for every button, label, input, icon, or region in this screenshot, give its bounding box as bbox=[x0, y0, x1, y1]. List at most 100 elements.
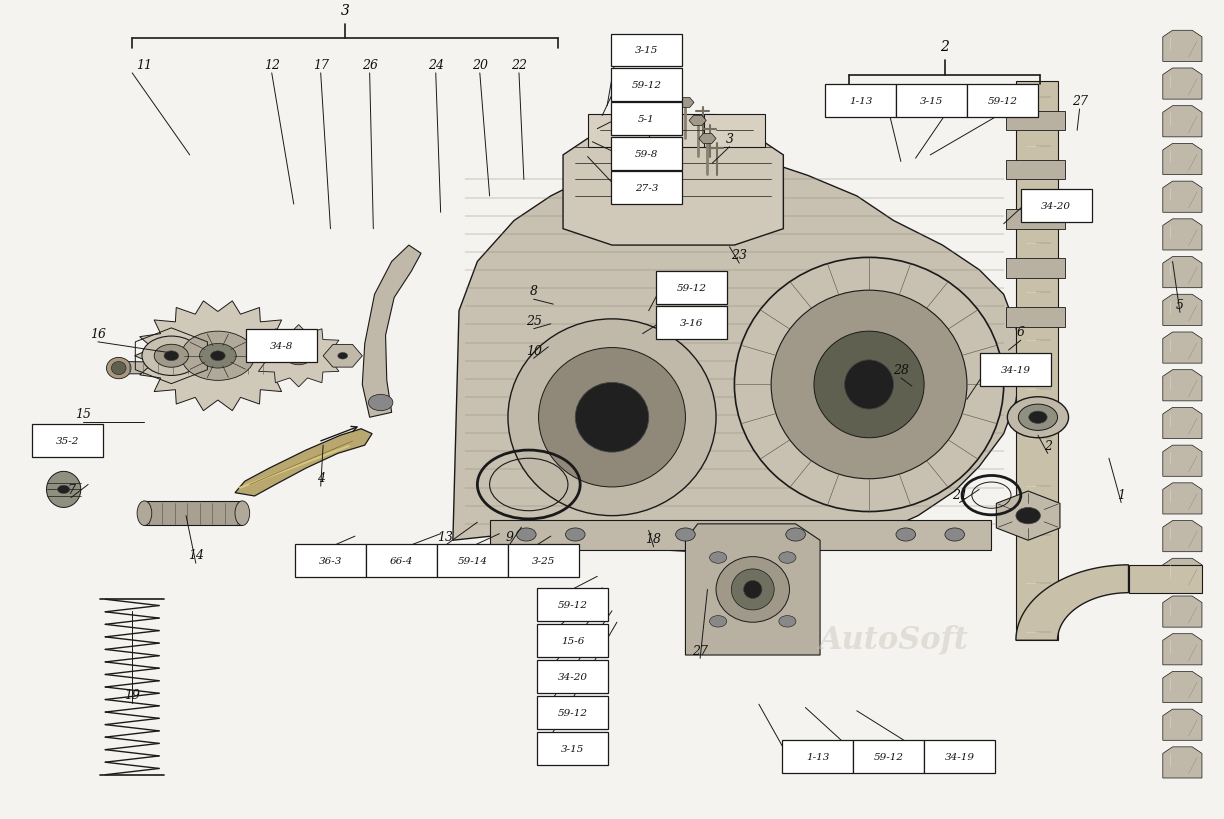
Circle shape bbox=[710, 552, 727, 563]
Polygon shape bbox=[1016, 82, 1058, 640]
Polygon shape bbox=[704, 115, 765, 147]
Text: 25: 25 bbox=[525, 314, 542, 328]
Ellipse shape bbox=[111, 362, 126, 375]
FancyBboxPatch shape bbox=[656, 306, 727, 339]
FancyBboxPatch shape bbox=[611, 34, 682, 67]
Text: 7: 7 bbox=[67, 483, 75, 496]
Text: 18: 18 bbox=[645, 532, 662, 545]
Ellipse shape bbox=[814, 332, 924, 438]
Polygon shape bbox=[1163, 333, 1202, 364]
Ellipse shape bbox=[58, 486, 70, 494]
Text: 34-20: 34-20 bbox=[558, 672, 588, 681]
Text: 35-2: 35-2 bbox=[55, 437, 80, 446]
Text: 15-6: 15-6 bbox=[561, 636, 585, 645]
Text: 3-16: 3-16 bbox=[679, 319, 704, 328]
Ellipse shape bbox=[338, 353, 348, 360]
Text: 66-4: 66-4 bbox=[389, 557, 414, 566]
Polygon shape bbox=[1163, 31, 1202, 62]
Polygon shape bbox=[1163, 144, 1202, 175]
FancyBboxPatch shape bbox=[611, 172, 682, 205]
Polygon shape bbox=[1006, 161, 1065, 180]
Polygon shape bbox=[1163, 559, 1202, 590]
Polygon shape bbox=[1163, 672, 1202, 703]
Polygon shape bbox=[1163, 747, 1202, 778]
FancyBboxPatch shape bbox=[782, 740, 853, 773]
Text: 59-12: 59-12 bbox=[558, 600, 588, 609]
Polygon shape bbox=[699, 134, 716, 144]
Text: 5-1: 5-1 bbox=[638, 115, 655, 124]
Ellipse shape bbox=[164, 351, 179, 361]
Polygon shape bbox=[685, 524, 820, 655]
Text: 6: 6 bbox=[1017, 326, 1024, 339]
Text: 20: 20 bbox=[471, 59, 488, 72]
Polygon shape bbox=[1163, 596, 1202, 627]
Text: 59-14: 59-14 bbox=[458, 557, 487, 566]
Polygon shape bbox=[1163, 257, 1202, 288]
Polygon shape bbox=[588, 115, 661, 147]
FancyBboxPatch shape bbox=[537, 732, 608, 765]
Text: 22: 22 bbox=[510, 59, 528, 72]
Polygon shape bbox=[1163, 446, 1202, 477]
Polygon shape bbox=[47, 472, 81, 508]
Ellipse shape bbox=[142, 337, 201, 376]
Text: 5: 5 bbox=[1176, 298, 1184, 311]
Polygon shape bbox=[323, 345, 362, 368]
Polygon shape bbox=[1163, 69, 1202, 100]
Ellipse shape bbox=[293, 352, 305, 360]
FancyBboxPatch shape bbox=[537, 624, 608, 657]
Text: 2: 2 bbox=[1044, 439, 1051, 452]
Circle shape bbox=[896, 528, 916, 541]
Text: 1-13: 1-13 bbox=[848, 97, 873, 106]
Text: 3: 3 bbox=[726, 133, 733, 146]
FancyBboxPatch shape bbox=[924, 740, 995, 773]
Ellipse shape bbox=[743, 581, 761, 599]
FancyBboxPatch shape bbox=[366, 545, 437, 577]
Polygon shape bbox=[135, 301, 301, 411]
Text: 3-15: 3-15 bbox=[634, 47, 659, 56]
FancyBboxPatch shape bbox=[967, 85, 1038, 118]
FancyBboxPatch shape bbox=[980, 354, 1051, 387]
Circle shape bbox=[368, 395, 393, 411]
Text: 59-12: 59-12 bbox=[874, 753, 903, 761]
Polygon shape bbox=[649, 115, 716, 147]
Text: 3-25: 3-25 bbox=[531, 557, 556, 566]
Ellipse shape bbox=[1007, 397, 1069, 438]
Text: 24: 24 bbox=[427, 59, 444, 72]
Ellipse shape bbox=[716, 557, 789, 622]
Ellipse shape bbox=[539, 348, 685, 487]
Polygon shape bbox=[1163, 106, 1202, 138]
Text: 8: 8 bbox=[530, 285, 537, 298]
Polygon shape bbox=[1163, 295, 1202, 326]
Circle shape bbox=[778, 552, 796, 563]
Text: 59-12: 59-12 bbox=[677, 284, 706, 293]
Text: 2: 2 bbox=[940, 40, 950, 54]
Text: 59-8: 59-8 bbox=[634, 150, 659, 159]
Circle shape bbox=[517, 528, 536, 541]
Polygon shape bbox=[563, 131, 783, 246]
Text: 1: 1 bbox=[1118, 488, 1125, 501]
FancyBboxPatch shape bbox=[295, 545, 366, 577]
Ellipse shape bbox=[1018, 405, 1058, 431]
Polygon shape bbox=[1163, 182, 1202, 213]
Ellipse shape bbox=[508, 319, 716, 516]
Circle shape bbox=[1016, 508, 1040, 524]
Text: 3: 3 bbox=[340, 4, 350, 18]
FancyBboxPatch shape bbox=[246, 329, 317, 362]
Polygon shape bbox=[453, 156, 1022, 553]
Text: 14: 14 bbox=[187, 549, 204, 562]
Ellipse shape bbox=[137, 501, 152, 526]
Text: 28: 28 bbox=[892, 364, 909, 377]
Ellipse shape bbox=[845, 360, 894, 410]
Circle shape bbox=[676, 528, 695, 541]
Text: 1-13: 1-13 bbox=[805, 753, 830, 761]
FancyBboxPatch shape bbox=[1021, 190, 1092, 223]
Text: 21: 21 bbox=[951, 488, 968, 501]
Text: AutoSoft: AutoSoft bbox=[819, 623, 968, 654]
Ellipse shape bbox=[1028, 412, 1047, 424]
Circle shape bbox=[786, 528, 805, 541]
FancyBboxPatch shape bbox=[611, 69, 682, 102]
Ellipse shape bbox=[731, 569, 774, 610]
Text: 34-19: 34-19 bbox=[1001, 366, 1031, 375]
Text: 27: 27 bbox=[1071, 95, 1088, 108]
Polygon shape bbox=[1163, 521, 1202, 552]
